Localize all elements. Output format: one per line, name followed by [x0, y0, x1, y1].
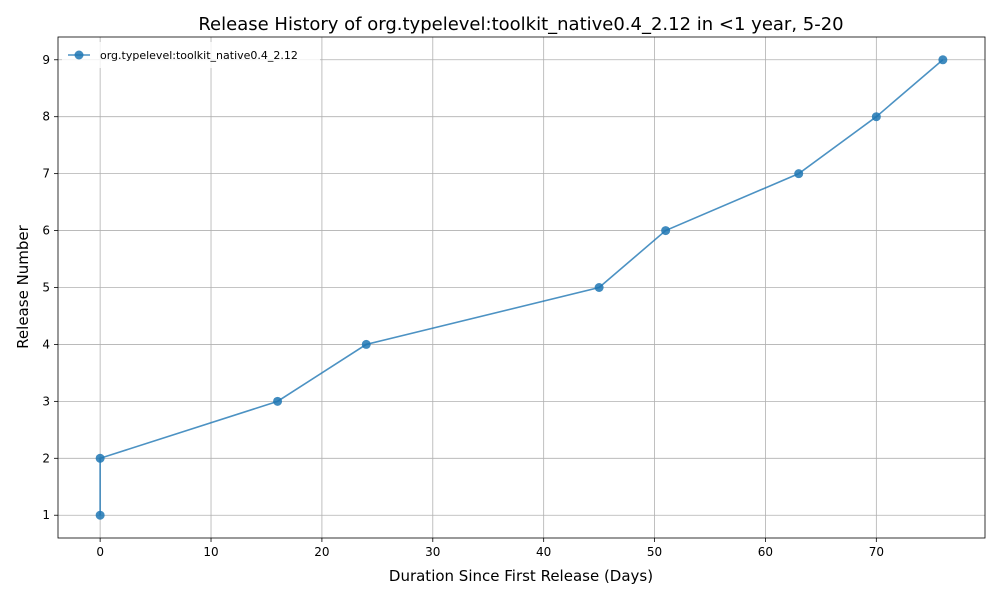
y-tick-label: 3: [42, 394, 50, 408]
data-point: [95, 510, 105, 520]
legend-box: [62, 42, 320, 68]
y-tick-label: 8: [42, 110, 50, 124]
axis-ticks: 0 10 20 30 40 50 60 70 1 2 3 4 5 6 7 8 9: [42, 53, 884, 559]
grid: [58, 37, 985, 538]
data-point: [95, 453, 105, 463]
data-point: [871, 112, 881, 122]
y-axis-label: Release Number: [14, 224, 32, 348]
x-tick-label: 60: [758, 545, 773, 559]
data-point: [938, 55, 948, 65]
data-point: [273, 396, 283, 406]
data-point: [361, 339, 371, 349]
y-tick-label: 2: [42, 451, 50, 465]
x-tick-label: 30: [425, 545, 440, 559]
x-tick-label: 20: [314, 545, 329, 559]
x-tick-label: 50: [647, 545, 662, 559]
legend-entry-label: org.typelevel:toolkit_native0.4_2.12: [100, 49, 298, 62]
x-tick-label: 10: [203, 545, 218, 559]
data-point: [661, 226, 671, 236]
y-tick-label: 6: [42, 224, 50, 238]
legend-marker-swatch: [74, 50, 84, 60]
y-tick-label: 1: [42, 508, 50, 522]
x-tick-label: 70: [869, 545, 884, 559]
data-point: [794, 169, 804, 179]
x-tick-label: 0: [96, 545, 104, 559]
x-axis-label: Duration Since First Release (Days): [389, 567, 653, 585]
chart-title: Release History of org.typelevel:toolkit…: [198, 14, 843, 35]
legend: org.typelevel:toolkit_native0.4_2.12: [62, 42, 320, 68]
x-tick-label: 40: [536, 545, 551, 559]
y-tick-label: 7: [42, 167, 50, 181]
series-layer: [95, 55, 948, 520]
y-tick-label: 5: [42, 281, 50, 295]
y-tick-label: 9: [42, 53, 50, 67]
data-point: [594, 283, 604, 292]
y-tick-label: 4: [42, 337, 50, 351]
